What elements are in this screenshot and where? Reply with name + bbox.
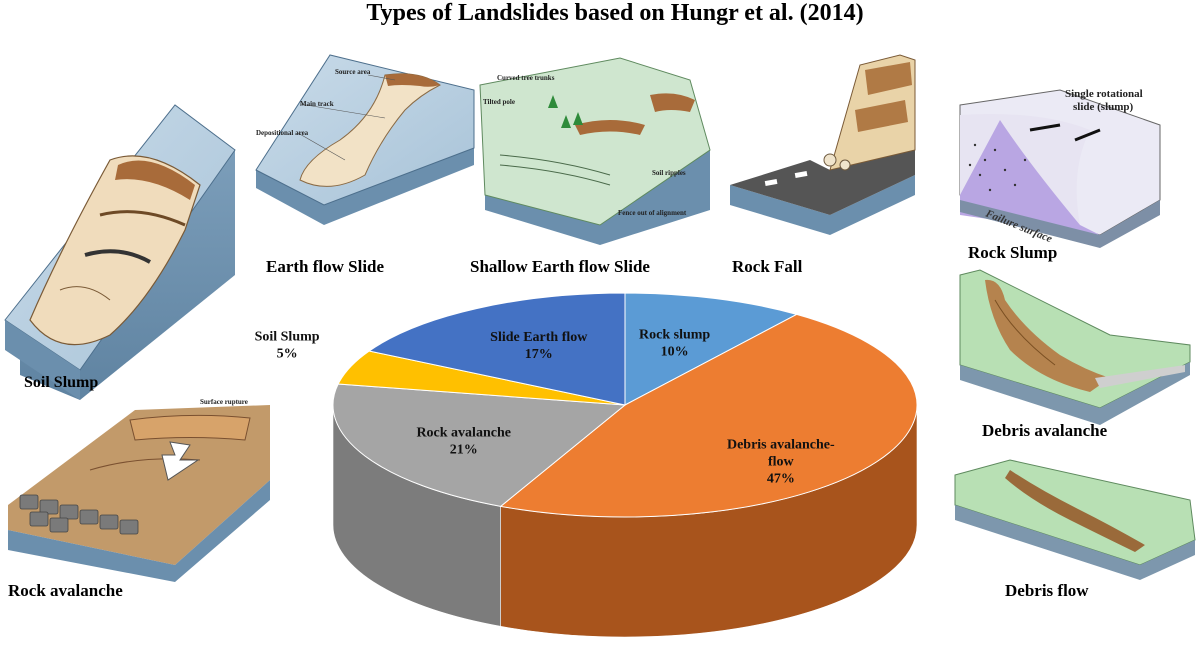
pie-label-slide-earth-flow: Slide Earth flow <box>490 330 588 345</box>
shallow-annotation-ripples: Soil ripples <box>652 169 686 177</box>
earth-flow-slide-illustration <box>255 54 475 225</box>
rock-avalanche-annotation-rupture: Surface rupture <box>200 398 248 406</box>
shallow-annotation-pole: Tilted pole <box>483 98 515 106</box>
pie-label-rock-slump: Rock slump <box>639 327 710 342</box>
rock-slump-illustration <box>959 89 1161 248</box>
soil-slump-caption: Soil Slump <box>24 374 98 391</box>
earth-flow-slide-caption: Earth flow Slide <box>266 257 385 276</box>
earth-flow-annotation-depositional: Depositional area <box>256 129 309 137</box>
debris-avalanche-caption: Debris avalanche <box>982 421 1108 440</box>
rock-slump-annotation-2: slide (slump) <box>1073 101 1134 113</box>
debris-avalanche-illustration <box>959 269 1191 425</box>
pie-value-rock-slump: 10% <box>661 344 689 359</box>
pie-slice-slide-earth-flow <box>367 292 626 406</box>
pie-chart: Rock slump 10% Debris avalanche-flow 47% Roc… <box>255 292 918 638</box>
debris-flow-caption: Debris flow <box>1005 581 1089 600</box>
pie-slice-rock-avalanche <box>332 383 627 507</box>
pie-value-soil-slump: 5% <box>277 346 298 361</box>
soil-slump-illustration <box>4 104 236 400</box>
earth-flow-annotation-track: Main track <box>300 100 334 108</box>
rock-slump-caption: Rock Slump <box>968 243 1057 262</box>
rock-fall-caption: Rock Fall <box>732 257 803 276</box>
figure-title: Types of Landslides based on Hungr et al… <box>366 0 863 26</box>
rock-avalanche-illustration <box>8 405 270 582</box>
earth-flow-annotation-source: Source area <box>335 68 371 76</box>
shallow-annotation-trunks: Curved tree trunks <box>497 74 555 82</box>
pie-tops <box>332 292 918 518</box>
pie-label-rock-avalanche: Rock avalanche <box>416 426 511 441</box>
shallow-earth-flow-caption: Shallow Earth flow Slide <box>470 257 650 276</box>
pie-label-debris-avalanche-flow: Debris avalanche-flow <box>727 437 835 469</box>
rock-avalanche-caption: Rock avalanche <box>8 581 123 600</box>
pie-label-soil-slump: Soil Slump <box>255 329 320 344</box>
pie-value-debris-avalanche-flow: 47% <box>767 471 795 486</box>
rock-fall-illustration <box>730 54 916 235</box>
shallow-annotation-fence: Fence out of alignment <box>618 209 687 217</box>
pie-slice-debris-avalanche-flow <box>499 313 918 518</box>
debris-flow-illustration <box>954 459 1196 580</box>
pie-value-slide-earth-flow: 17% <box>525 347 553 362</box>
rock-slump-annotation-1: Single rotational <box>1065 88 1143 100</box>
pie-labels: Rock slump 10% Debris avalanche-flow 47% Roc… <box>255 327 835 486</box>
pie-slice-rock-slump <box>624 292 798 406</box>
shallow-earth-flow-illustration <box>479 57 711 245</box>
pie-value-rock-avalanche: 21% <box>450 443 478 458</box>
